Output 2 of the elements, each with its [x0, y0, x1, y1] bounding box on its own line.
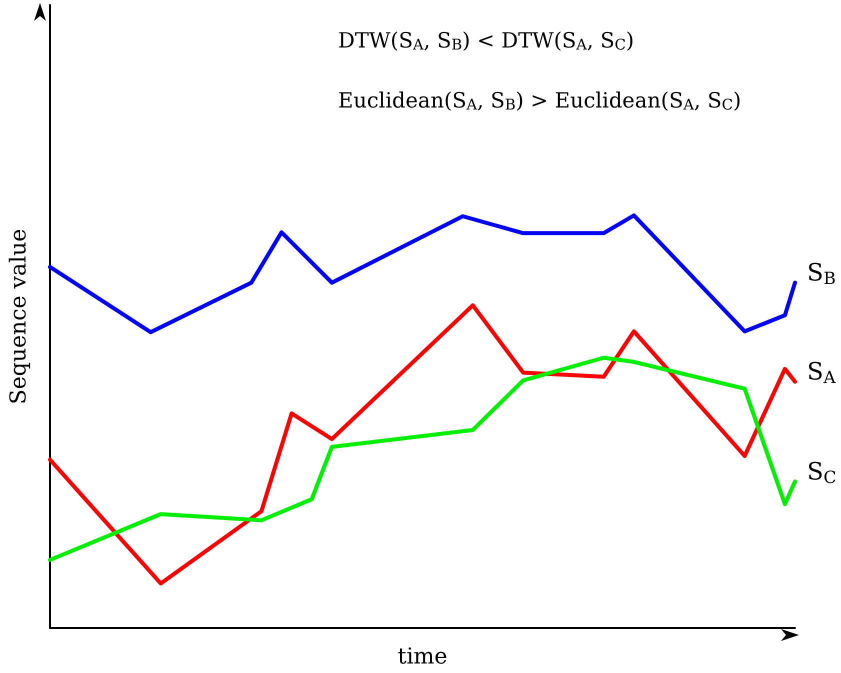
- y-axis-title: Sequence value: [6, 228, 32, 404]
- x-axis-title: time: [398, 644, 448, 670]
